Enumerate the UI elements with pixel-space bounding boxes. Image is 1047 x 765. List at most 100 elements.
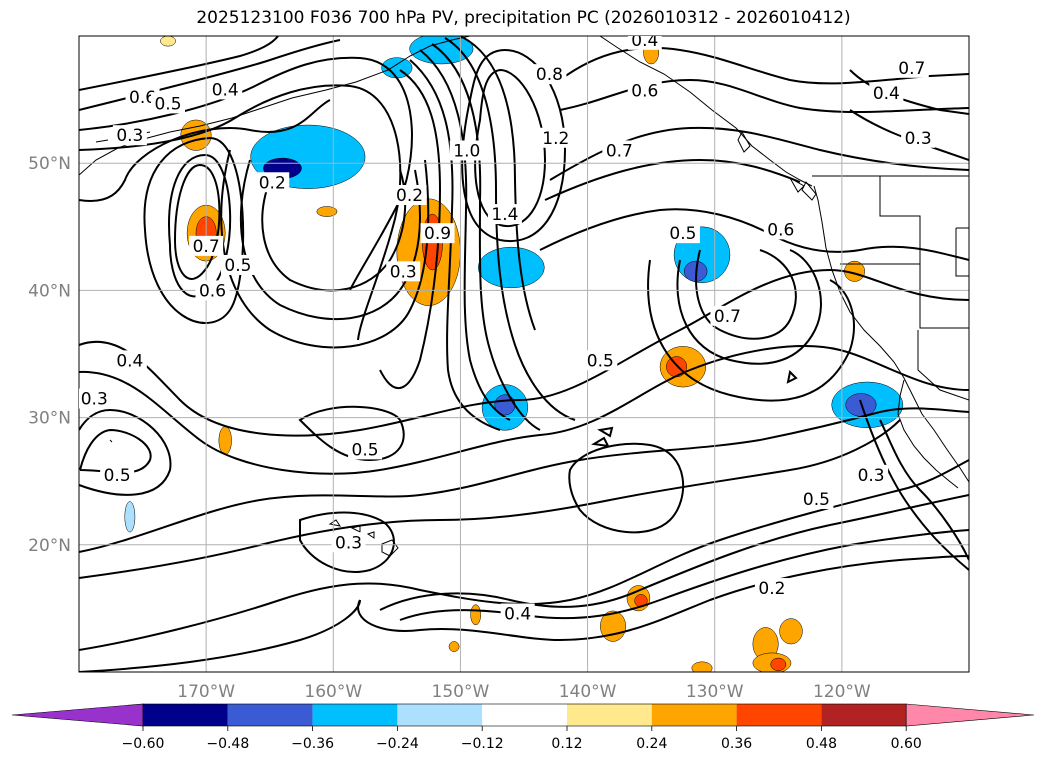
contour-label-bg <box>538 127 573 148</box>
colorbar-tick-label: 0.48 <box>806 736 837 752</box>
pv-contour <box>239 159 421 321</box>
colorbar-segment <box>567 704 652 726</box>
pv-contour <box>379 494 969 611</box>
pv-contour <box>786 369 798 384</box>
precip-area <box>779 618 803 645</box>
contour-label-bg <box>386 261 421 282</box>
contour-label: 0.4 <box>212 80 239 100</box>
contour-label-bg <box>487 204 522 225</box>
colorbar-segment <box>821 704 907 726</box>
colorbar-tick-label: 0.60 <box>891 736 922 752</box>
contour-label: 0.3 <box>116 126 143 146</box>
contour-label-bg <box>112 350 147 371</box>
colorbar-tick-label: 0.36 <box>721 736 752 752</box>
contour-label-bg <box>208 79 243 100</box>
pv-contour <box>647 259 855 402</box>
coastline-baja <box>897 379 959 489</box>
contour-label-bg <box>255 172 290 193</box>
pv-contour <box>79 268 969 437</box>
contour-label-bg <box>763 219 798 240</box>
colorbar-tick-label: 0.12 <box>551 736 582 752</box>
pv-contour <box>568 442 684 534</box>
axis-tick-labels: 170°W 160°W 150°W 140°W 130°W 120°W 20°N 30°N 40… <box>28 154 871 702</box>
lat-tick-label: 50°N <box>28 154 71 174</box>
contour-label-bg <box>420 223 455 244</box>
precip-area <box>409 36 474 65</box>
colorbar-tick-label: −0.24 <box>376 736 419 752</box>
pv-contour <box>357 555 969 642</box>
lat-tick-label: 30°N <box>28 409 71 429</box>
colorbar-arrow-right <box>905 703 1035 727</box>
pv-contour <box>474 68 547 228</box>
contour-label-bg <box>331 532 366 553</box>
pv-contour <box>461 48 567 243</box>
pv-contour <box>544 158 801 201</box>
coastline-west-us <box>813 185 969 483</box>
colorbar-arrow-left <box>11 703 144 727</box>
colorbar-tick-label: −0.60 <box>122 736 165 752</box>
graticule <box>79 36 969 672</box>
lat-tick-label: 20°N <box>28 536 71 556</box>
pv-contour <box>79 99 331 202</box>
contour-label-bg <box>901 127 936 148</box>
colorbar-segment <box>397 704 483 726</box>
contour-label: 0.5 <box>154 94 181 114</box>
contour-label: 0.7 <box>898 59 925 79</box>
pv-contour <box>419 49 511 421</box>
contour-label-bg <box>348 439 383 460</box>
pv-contour <box>379 69 442 390</box>
colorbar-segment <box>651 704 737 726</box>
pv-contour <box>859 399 969 571</box>
contour-label-bg <box>627 80 662 101</box>
pv-contour <box>597 426 614 438</box>
contour-label: 0.2 <box>396 186 423 206</box>
contour-label: 0.4 <box>504 604 531 624</box>
contour-label: 0.4 <box>631 31 658 51</box>
colorbar-segment <box>312 704 398 726</box>
precip-area <box>124 501 136 533</box>
contour-label: 0.3 <box>390 262 417 282</box>
pv-contour <box>559 46 969 85</box>
pv-contour <box>444 37 576 421</box>
lon-tick-label: 160°W <box>304 682 362 702</box>
lon-tick-label: 130°W <box>686 682 744 702</box>
lon-tick-label: 150°W <box>432 682 490 702</box>
contour-label-bg <box>869 83 904 104</box>
colorbar-segment <box>482 704 567 726</box>
pv-contour <box>220 149 430 349</box>
colorbar-segment <box>736 704 822 726</box>
contour-label-bg <box>627 36 662 50</box>
pv-contour <box>79 599 361 672</box>
pv-contour <box>299 511 395 573</box>
pv-contour <box>173 163 221 280</box>
contour-label-bg <box>449 140 484 161</box>
map-frame <box>78 35 970 673</box>
contour-label-bg <box>220 254 255 275</box>
precip-area <box>160 36 176 47</box>
contour-label: 0.2 <box>758 579 785 599</box>
pv-contour <box>261 169 407 292</box>
contour-label: 0.6 <box>631 82 658 102</box>
lon-tick-label: 120°W <box>813 682 871 702</box>
pv-contour <box>879 419 969 561</box>
colorbar: −0.60 −0.48 −0.36 −0.24 −0.12 0.12 0.24 0.36 0.4… <box>11 703 1035 752</box>
contour-label: 0.5 <box>104 466 131 486</box>
coastline-panhandle <box>599 36 813 187</box>
pv-contour <box>79 419 901 579</box>
contour-label: 1.0 <box>453 141 480 161</box>
contour-label: 0.5 <box>224 256 251 276</box>
contour-label-bg <box>100 464 135 485</box>
hawaii-islands <box>328 519 399 557</box>
pv-contour <box>79 56 413 291</box>
contour-label: 0.3 <box>905 129 932 149</box>
contour-label: 0.2 <box>259 173 286 193</box>
colorbar-frame <box>142 703 907 727</box>
contour-label: 0.6 <box>767 220 794 240</box>
contour-label-bg <box>583 350 618 371</box>
contour-label-bg <box>799 489 834 510</box>
lon-tick-label: 140°W <box>559 682 617 702</box>
contour-label-bg <box>392 185 427 205</box>
contour-labels: 0.60.50.40.30.20.70.50.60.20.90.31.00.81… <box>79 31 936 624</box>
pv-contour <box>559 78 969 114</box>
